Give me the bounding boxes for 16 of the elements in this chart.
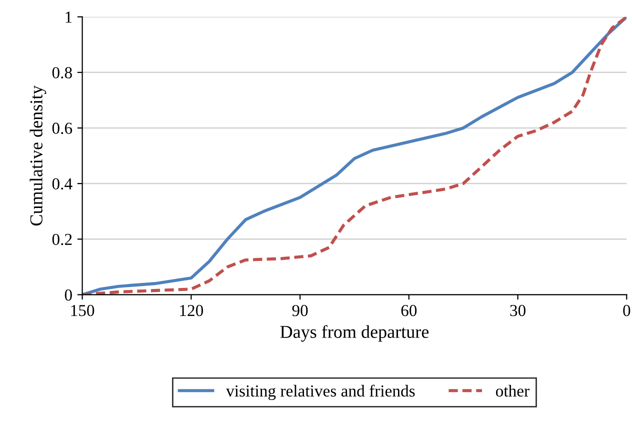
x-tick-label: 30	[510, 304, 526, 316]
x-tick-label: 120	[180, 304, 204, 316]
y-tick-label: 0.4	[52, 178, 72, 190]
legend-label: visiting relatives and friends	[226, 384, 415, 400]
x-tick-label: 150	[71, 304, 94, 316]
y-tick-label: 0.6	[52, 122, 72, 134]
x-tick-label: 0	[623, 304, 630, 316]
x-axis-title: Days from departure	[280, 325, 429, 342]
y-axis-title: Cumulative density	[30, 85, 46, 226]
legend-label: other	[496, 384, 530, 397]
y-tick-label: 1	[66, 12, 72, 23]
y-tick-label: 0.8	[52, 67, 72, 78]
x-tick-label: 60	[401, 304, 417, 316]
x-tick-label: 90	[292, 304, 308, 316]
y-tick-label: 0	[64, 289, 72, 301]
y-tick-label: 0.2	[52, 234, 72, 246]
